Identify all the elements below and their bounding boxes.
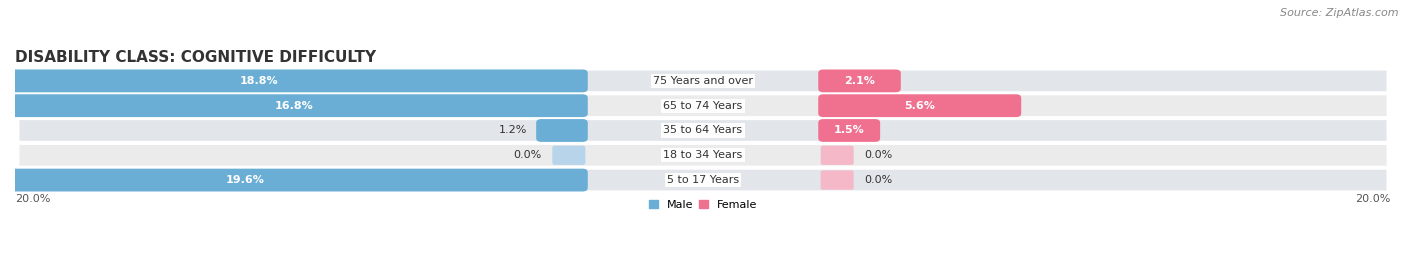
FancyBboxPatch shape: [821, 170, 853, 190]
FancyBboxPatch shape: [536, 119, 588, 142]
Text: 0.0%: 0.0%: [865, 150, 893, 160]
Text: 16.8%: 16.8%: [274, 101, 314, 111]
FancyBboxPatch shape: [18, 94, 1388, 117]
FancyBboxPatch shape: [821, 146, 853, 165]
FancyBboxPatch shape: [553, 146, 585, 165]
Text: DISABILITY CLASS: COGNITIVE DIFFICULTY: DISABILITY CLASS: COGNITIVE DIFFICULTY: [15, 50, 377, 65]
FancyBboxPatch shape: [0, 94, 588, 117]
Text: 5.6%: 5.6%: [904, 101, 935, 111]
Text: 19.6%: 19.6%: [226, 175, 264, 185]
FancyBboxPatch shape: [818, 94, 1021, 117]
Text: 0.0%: 0.0%: [513, 150, 541, 160]
Text: 65 to 74 Years: 65 to 74 Years: [664, 101, 742, 111]
FancyBboxPatch shape: [0, 169, 588, 192]
Text: 20.0%: 20.0%: [15, 194, 51, 204]
Text: 35 to 64 Years: 35 to 64 Years: [664, 125, 742, 136]
Text: Source: ZipAtlas.com: Source: ZipAtlas.com: [1281, 8, 1399, 18]
Text: 1.5%: 1.5%: [834, 125, 865, 136]
FancyBboxPatch shape: [818, 69, 901, 92]
Text: 75 Years and over: 75 Years and over: [652, 76, 754, 86]
FancyBboxPatch shape: [18, 169, 1388, 192]
Text: 2.1%: 2.1%: [844, 76, 875, 86]
FancyBboxPatch shape: [18, 119, 1388, 142]
FancyBboxPatch shape: [18, 144, 1388, 167]
Text: 18.8%: 18.8%: [240, 76, 278, 86]
Text: 20.0%: 20.0%: [1355, 194, 1391, 204]
Text: 1.2%: 1.2%: [499, 125, 527, 136]
Legend: Male, Female: Male, Female: [644, 195, 762, 214]
FancyBboxPatch shape: [0, 69, 588, 92]
Text: 5 to 17 Years: 5 to 17 Years: [666, 175, 740, 185]
FancyBboxPatch shape: [18, 69, 1388, 92]
Text: 18 to 34 Years: 18 to 34 Years: [664, 150, 742, 160]
Text: 0.0%: 0.0%: [865, 175, 893, 185]
FancyBboxPatch shape: [818, 119, 880, 142]
